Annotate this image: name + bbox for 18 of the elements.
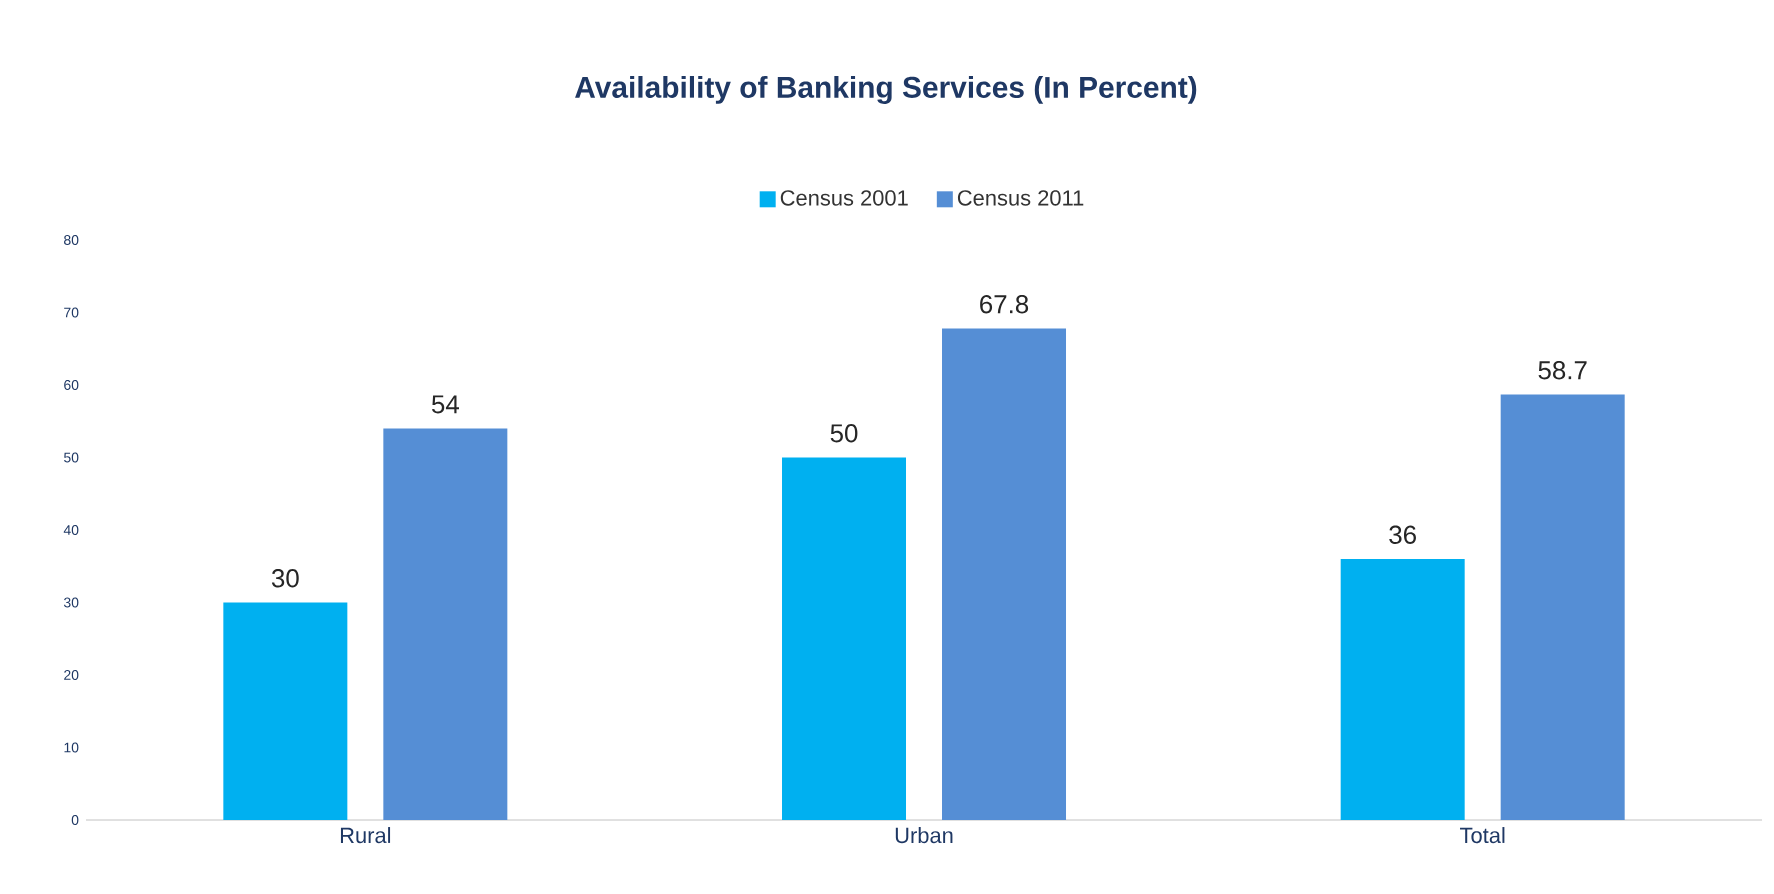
data-label: 54	[431, 395, 459, 414]
legend-label: Census 2001	[780, 190, 908, 206]
data-label: 30	[271, 569, 299, 588]
chart-title: Availability of Banking Services (In Percent)	[575, 76, 1197, 104]
bar	[223, 602, 348, 820]
data-label: 58.7	[1538, 361, 1587, 380]
bar	[782, 457, 907, 820]
data-label: 50	[830, 424, 858, 443]
bar	[942, 328, 1067, 820]
bar	[1340, 559, 1465, 820]
data-label: 67.8	[980, 295, 1029, 314]
bar	[1500, 394, 1625, 820]
x-tick-label: Urban	[895, 827, 953, 844]
x-tick-label: Total	[1460, 827, 1505, 844]
x-tick-label: Rural	[340, 827, 391, 844]
legend-label: Census 2011	[957, 190, 1084, 206]
bar	[383, 428, 508, 820]
data-label: 36	[1389, 525, 1416, 544]
